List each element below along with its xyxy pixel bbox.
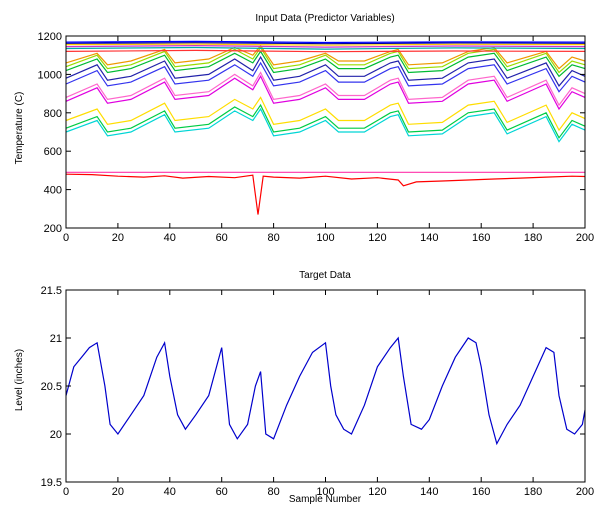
x-tick-label: 120 — [368, 486, 386, 498]
x-tick-label: 40 — [164, 232, 176, 244]
series-line — [65, 42, 586, 45]
series-line — [65, 336, 586, 446]
y-tick-label: 600 — [44, 146, 62, 158]
x-tick-label: 0 — [63, 232, 69, 244]
series-line — [65, 50, 586, 78]
y-tick-label: 800 — [44, 108, 62, 120]
series-group — [65, 40, 586, 215]
series-line — [65, 46, 586, 74]
x-tick-label: 160 — [472, 486, 490, 498]
series-line — [65, 49, 586, 53]
y-ticks: 19.5 20 20.5 21 21.5 — [41, 285, 585, 489]
x-tick-label: 80 — [267, 232, 279, 244]
y-tick-label: 1200 — [38, 31, 62, 43]
y-tick-label: 20.5 — [41, 381, 62, 393]
series-line — [65, 55, 586, 87]
series-line — [65, 40, 586, 44]
series-line — [65, 44, 586, 48]
x-tick-label: 60 — [216, 232, 228, 244]
y-tick-label: 400 — [44, 185, 62, 197]
y-axis-label: Temperature (C) — [14, 92, 25, 165]
x-axis-label: Sample Number — [289, 494, 362, 505]
series-line — [65, 103, 586, 139]
y-tick-label: 1000 — [38, 69, 62, 81]
x-ticks: 0 20 40 60 80 100 120 140 160 180 200 — [63, 290, 594, 498]
series-line — [65, 107, 586, 143]
plot-frame — [65, 289, 586, 483]
x-tick-label: 20 — [112, 232, 124, 244]
chart-target-data: Target Data Level (inches) 0 20 40 60 80 100 1… — [14, 270, 594, 505]
chart-title: Input Data (Predictor Variables) — [255, 13, 394, 24]
y-tick-label: 21.5 — [41, 285, 62, 297]
series-line — [65, 43, 586, 46]
x-tick-label: 160 — [472, 232, 490, 244]
x-tick-label: 80 — [267, 486, 279, 498]
y-tick-label: 19.5 — [41, 477, 62, 489]
y-tick-label: 21 — [50, 333, 62, 345]
x-tick-label: 200 — [576, 232, 594, 244]
series-line — [65, 46, 586, 50]
x-tick-label: 180 — [524, 486, 542, 498]
x-tick-label: 100 — [316, 486, 334, 498]
x-tick-label: 60 — [216, 486, 228, 498]
x-tick-label: 20 — [112, 486, 124, 498]
x-tick-label: 100 — [316, 232, 334, 244]
series-line — [65, 96, 586, 132]
chart-title: Target Data — [299, 270, 351, 281]
x-tick-label: 140 — [420, 232, 438, 244]
chart-input-data: Input Data (Predictor Variables) Tempera… — [14, 13, 594, 244]
y-tick-label: 20 — [50, 429, 62, 441]
x-tick-label: 40 — [164, 486, 176, 498]
x-tick-label: 200 — [576, 486, 594, 498]
y-ticks: 200 400 600 800 1000 1200 — [38, 31, 585, 235]
series-group — [65, 336, 586, 446]
x-ticks: 0 20 40 60 80 100 120 140 160 180 200 — [63, 36, 594, 244]
x-tick-label: 0 — [63, 486, 69, 498]
x-tick-label: 140 — [420, 486, 438, 498]
series-line — [65, 75, 586, 111]
x-tick-label: 120 — [368, 232, 386, 244]
series-line — [65, 173, 586, 215]
series-line — [65, 61, 586, 93]
x-tick-label: 180 — [524, 232, 542, 244]
y-tick-label: 200 — [44, 223, 62, 235]
y-axis-label: Level (inches) — [14, 349, 25, 411]
series-line — [65, 71, 586, 107]
series-line — [65, 44, 586, 70]
